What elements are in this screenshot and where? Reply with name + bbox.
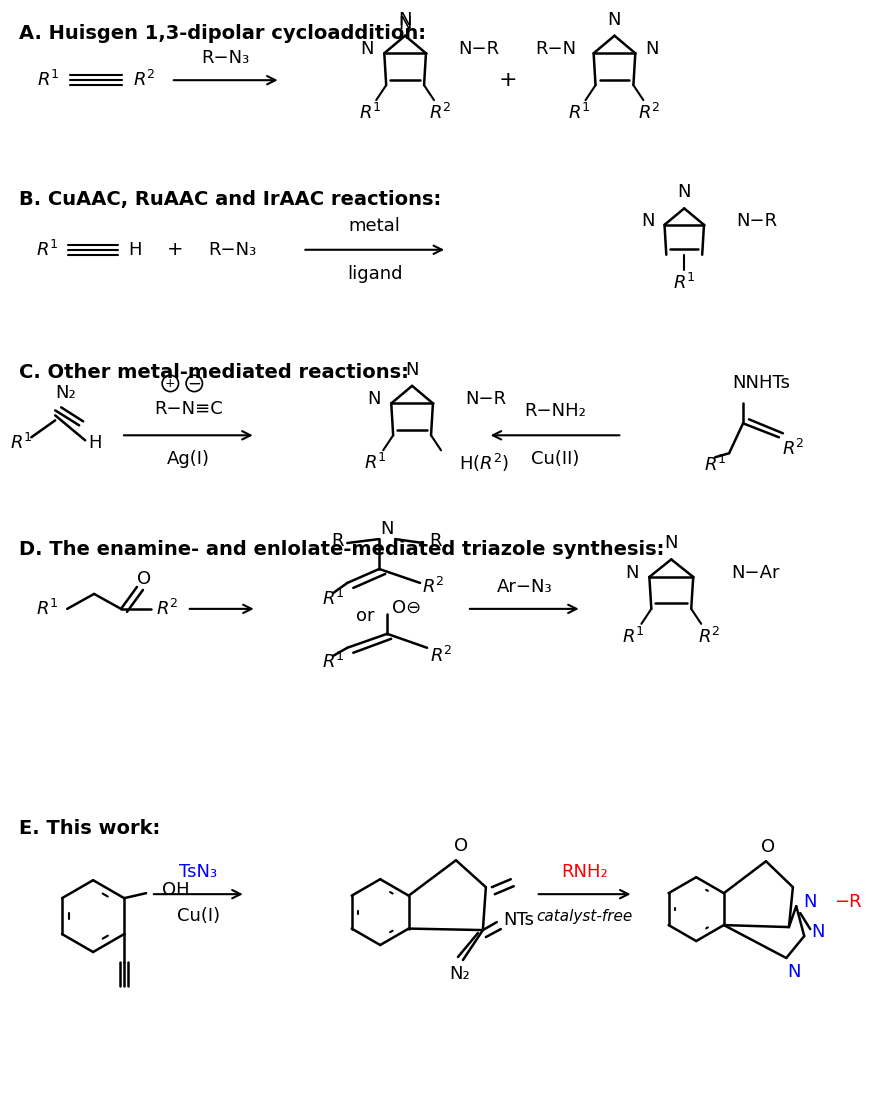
Text: R−N₃: R−N₃ [201, 49, 250, 67]
Text: B. CuAAC, RuAAC and IrAAC reactions:: B. CuAAC, RuAAC and IrAAC reactions: [19, 190, 441, 209]
Text: N: N [664, 534, 677, 553]
Text: N: N [640, 212, 654, 230]
Text: ligand: ligand [346, 265, 402, 283]
Text: N: N [811, 923, 824, 941]
Text: $R^1$: $R^1$ [621, 627, 644, 647]
Text: O⊖: O⊖ [392, 599, 421, 617]
Text: N: N [398, 15, 411, 32]
Text: $R^1$: $R^1$ [359, 103, 381, 123]
Text: O: O [454, 838, 468, 856]
Text: N: N [405, 361, 418, 379]
Text: D. The enamine- and enlolate-mediated triazole synthesis:: D. The enamine- and enlolate-mediated tr… [19, 540, 664, 558]
Text: NNHTs: NNHTs [731, 374, 789, 392]
Text: A. Huisgen 1,3-dipolar cycloaddition:: A. Huisgen 1,3-dipolar cycloaddition: [19, 23, 426, 42]
Text: or: or [355, 607, 374, 624]
Text: $R^1$: $R^1$ [10, 433, 33, 454]
Text: +: + [167, 240, 183, 259]
Text: R−NH₂: R−NH₂ [524, 402, 586, 420]
Text: R−N₃: R−N₃ [208, 241, 257, 259]
Text: $R^1$: $R^1$ [36, 599, 58, 619]
Text: $R^1$: $R^1$ [36, 240, 58, 260]
Text: R: R [428, 532, 440, 550]
Text: $R^1$: $R^1$ [703, 456, 726, 475]
Text: H($R^2$): H($R^2$) [458, 452, 509, 475]
Text: $R^2$: $R^2$ [428, 103, 451, 123]
Text: N: N [380, 521, 393, 538]
Text: R: R [330, 532, 343, 550]
Text: N−R: N−R [457, 40, 499, 58]
Text: $R^2$: $R^2$ [637, 103, 660, 123]
Text: $R^2$: $R^2$ [133, 70, 155, 90]
Text: +: + [498, 70, 517, 90]
Text: C. Other metal-mediated reactions:: C. Other metal-mediated reactions: [19, 363, 408, 382]
Text: N: N [398, 11, 411, 29]
Text: $R^1$: $R^1$ [672, 273, 695, 293]
Text: N: N [361, 40, 374, 58]
Text: N₂: N₂ [449, 965, 470, 983]
Text: $R^2$: $R^2$ [422, 576, 444, 596]
Text: H: H [89, 435, 102, 452]
Text: +: + [165, 376, 175, 390]
Text: −R: −R [833, 894, 861, 911]
Text: N: N [677, 183, 690, 201]
Text: catalyst-free: catalyst-free [536, 908, 632, 924]
Text: N: N [607, 11, 620, 29]
Text: N−Ar: N−Ar [730, 564, 779, 582]
Text: $R^1$: $R^1$ [363, 454, 386, 474]
Text: $R^1$: $R^1$ [322, 651, 345, 671]
Text: O: O [136, 570, 151, 588]
Text: N: N [787, 963, 800, 981]
Text: $R^1$: $R^1$ [37, 70, 59, 90]
Text: $R^1$: $R^1$ [568, 103, 590, 123]
Text: E. This work:: E. This work: [19, 819, 160, 838]
Text: N: N [367, 391, 381, 409]
Text: Ag(I): Ag(I) [167, 450, 210, 468]
Text: $R^1$: $R^1$ [322, 589, 345, 609]
Text: N−R: N−R [735, 212, 776, 230]
Text: R−N: R−N [534, 40, 576, 58]
Text: N: N [803, 894, 816, 911]
Text: R−N≡C: R−N≡C [154, 400, 222, 419]
Text: TsN₃: TsN₃ [179, 863, 217, 881]
Text: −: − [187, 374, 201, 392]
Text: Cu(II): Cu(II) [530, 450, 579, 468]
Text: RNH₂: RNH₂ [561, 863, 607, 881]
Text: N−R: N−R [464, 391, 505, 409]
Text: Ar−N₃: Ar−N₃ [496, 577, 551, 596]
Text: $R^2$: $R^2$ [155, 599, 178, 619]
Text: OH: OH [162, 881, 190, 899]
Text: Cu(I): Cu(I) [176, 907, 220, 925]
Text: H: H [128, 241, 142, 259]
Text: $R^2$: $R^2$ [697, 627, 719, 647]
Text: $R^2$: $R^2$ [430, 646, 452, 666]
Text: N₂: N₂ [55, 384, 75, 402]
Text: N: N [625, 564, 639, 582]
Text: $R^2$: $R^2$ [781, 439, 804, 459]
Text: O: O [760, 838, 774, 857]
Text: metal: metal [348, 217, 400, 235]
Text: NTs: NTs [502, 911, 533, 929]
Text: N: N [645, 40, 658, 58]
